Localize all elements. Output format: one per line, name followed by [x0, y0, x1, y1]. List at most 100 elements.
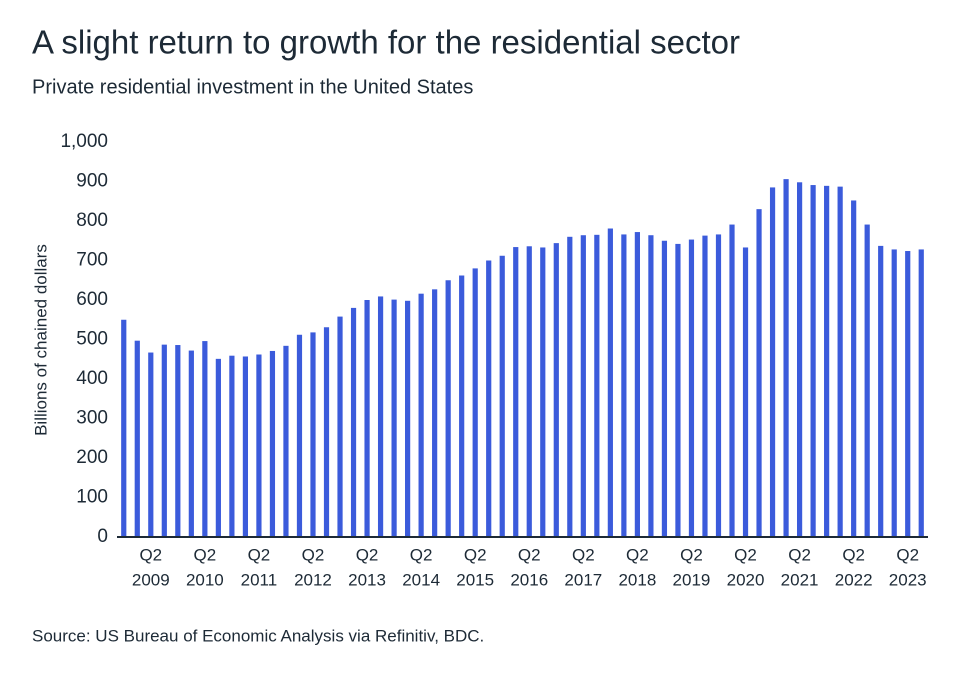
bar: [824, 185, 830, 537]
y-tick-label: 800: [76, 210, 108, 231]
y-tick-label: 400: [76, 368, 108, 389]
x-tick-label: Q2: [842, 545, 865, 564]
x-tick-label: Q2: [788, 545, 811, 564]
bar: [296, 334, 303, 537]
bar: [242, 356, 249, 537]
bar: [283, 345, 289, 537]
bar: [675, 243, 681, 537]
bar: [864, 224, 870, 537]
x-tick-label: 2013: [348, 570, 386, 589]
bar: [796, 182, 803, 538]
x-tick-label: 2017: [564, 570, 602, 589]
y-tick-label: 200: [76, 447, 108, 468]
bar: [148, 352, 154, 537]
bar: [580, 235, 586, 537]
bar: [202, 341, 208, 537]
x-tick-label: Q2: [572, 545, 595, 564]
bar: [729, 224, 735, 537]
bar: [161, 344, 167, 537]
bar: [742, 247, 749, 537]
bar: [540, 247, 546, 537]
bar: [621, 234, 627, 537]
bar: [905, 251, 911, 537]
bar: [391, 299, 397, 537]
x-tick-label: 2010: [186, 570, 224, 589]
x-tick-label: Q2: [139, 545, 162, 564]
x-tick-label: 2015: [456, 570, 494, 589]
bar: [756, 209, 762, 537]
x-tick-label: Q2: [734, 545, 757, 564]
bar: [513, 247, 519, 537]
y-tick-label: 100: [76, 487, 108, 508]
y-tick-label: 500: [76, 329, 108, 350]
x-tick-label: Q2: [410, 545, 433, 564]
chart-subtitle: Private residential investment in the Un…: [32, 76, 473, 98]
x-tick-label: 2014: [402, 570, 440, 589]
bar: [377, 296, 384, 537]
y-tick-label: 1,000: [60, 131, 108, 152]
bar: [256, 354, 262, 537]
bar: [472, 268, 478, 537]
bar: [229, 355, 235, 537]
bar: [702, 235, 708, 538]
x-tick-label: 2016: [510, 570, 548, 589]
bar: [851, 200, 857, 537]
x-tick-label: Q2: [518, 545, 541, 564]
bar: [269, 350, 276, 537]
bar: [715, 234, 722, 537]
y-axis-label: Billions of chained dollars: [31, 244, 50, 436]
bar: [526, 246, 532, 537]
x-tick-label: Q2: [248, 545, 271, 564]
x-tick-label: 2023: [889, 570, 927, 589]
bar: [134, 340, 140, 537]
bar: [175, 345, 181, 537]
y-tick-label: 900: [76, 171, 108, 192]
bar: [445, 280, 451, 537]
x-tick-label: 2022: [835, 570, 873, 589]
bar: [418, 293, 424, 537]
x-tick-label: Q2: [896, 545, 919, 564]
bar: [837, 186, 843, 537]
x-tick-label: 2021: [781, 570, 819, 589]
y-tick-label: 0: [97, 526, 108, 547]
bar: [553, 243, 559, 537]
bar: [499, 255, 505, 537]
x-tick-label: Q2: [626, 545, 649, 564]
bar: [337, 316, 343, 537]
bar: [310, 332, 316, 537]
bar: [364, 300, 370, 537]
bar: [432, 289, 438, 537]
x-tick-label: 2018: [618, 570, 656, 589]
source: Source: US Bureau of Economic Analysis v…: [32, 626, 484, 645]
x-tick-label: Q2: [302, 545, 325, 564]
bar: [121, 319, 127, 537]
y-tick-label: 600: [76, 289, 108, 310]
bar: [661, 240, 668, 537]
x-tick-label: Q2: [194, 545, 217, 564]
bar: [405, 300, 411, 537]
x-tick-label: 2020: [727, 570, 765, 589]
x-tick-label: Q2: [680, 545, 703, 564]
x-tick-label: Q2: [356, 545, 379, 564]
x-tick-label: 2011: [241, 570, 278, 589]
bar: [188, 350, 194, 537]
bar: [607, 228, 613, 537]
bar: [878, 245, 884, 537]
bar: [648, 235, 654, 537]
bar: [918, 249, 924, 537]
bar: [688, 239, 695, 537]
y-tick-label: 300: [76, 408, 108, 429]
bar: [486, 260, 492, 537]
bar: [634, 232, 640, 537]
x-tick-label: 2012: [294, 570, 332, 589]
bar: [769, 187, 776, 538]
y-tick-label: 700: [76, 250, 108, 271]
bar: [567, 236, 573, 538]
x-tick-label: 2009: [132, 570, 170, 589]
bar: [783, 179, 789, 537]
bar: [350, 307, 357, 537]
chart-title: A slight return to growth for the reside…: [32, 24, 740, 61]
bar: [594, 234, 600, 537]
bar: [323, 327, 330, 537]
